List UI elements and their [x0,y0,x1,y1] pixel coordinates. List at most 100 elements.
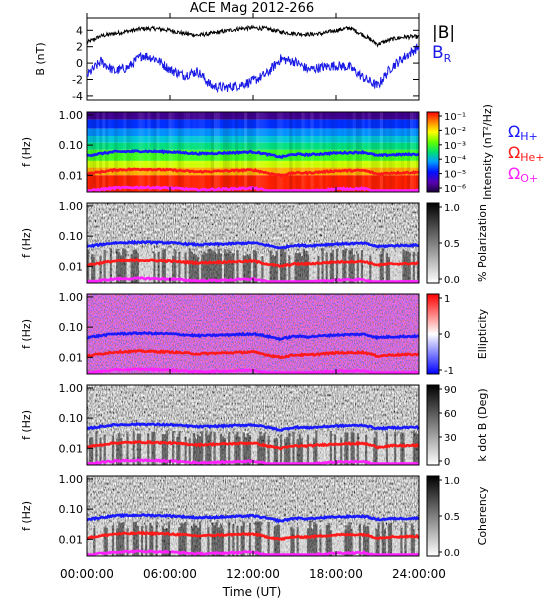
spectral-streak [333,249,337,283]
spectral-streak [277,438,281,465]
spectral-streak [199,254,202,283]
spectral-streak [385,253,389,283]
spectral-streak [157,526,160,556]
spectral-streak [97,433,100,465]
spectral-streak [143,527,146,556]
panel-field-frame [86,17,420,101]
spectral-streak [356,253,360,283]
spectral-streak [151,431,154,465]
spectral-streak [257,438,260,465]
spectral-streak [269,437,272,465]
spectral-streak [373,437,376,465]
spectral-streak [111,525,115,556]
spectral-streak [392,524,395,556]
spectral-streak [311,431,314,465]
spectral-streak [186,249,189,283]
spectral-panels: 1.000.100.01f (Hz)10⁻¹10⁻²10⁻³10⁻⁴10⁻⁵10… [20,104,494,559]
spectral-streak [348,431,351,465]
spectral-streak [232,252,235,283]
spectral-streak [203,523,206,556]
spectral-streak [161,250,164,283]
spectral-streak [414,432,418,465]
intensity-stripe [301,112,305,192]
spectral-streak [136,525,140,556]
spectral-streak [128,251,131,283]
spectral-streak [180,248,183,283]
spectral-streak [99,524,102,556]
spectral-streak [176,522,179,556]
spectral-streak [246,433,250,465]
spectral-streak [134,430,137,465]
spectral-streak [271,524,274,556]
spectral-streak [111,435,115,465]
intensity-stripe [398,112,401,192]
spectral-streak [354,526,357,556]
spectral-streak [288,524,291,556]
spectral-streak [311,253,314,283]
spectral-streak [402,523,405,556]
spectral-streak [172,431,175,465]
freq-ytick-label: 0.10 [59,139,84,152]
spectral-streak [294,253,297,283]
intensity-stripe [298,112,302,192]
spectral-streak [282,529,285,556]
spectral-streak [336,529,339,556]
spectral-streak [174,249,177,283]
spectral-streak [165,528,169,556]
spectral-streak [234,434,237,465]
spectral-streak [396,251,399,283]
colorbar-tick-label: 1 [444,294,450,305]
spectral-streak [126,528,129,556]
spectral-streak [215,430,218,465]
cyclotron-legend: ΩH+ ΩHe+ ΩO+ [508,122,545,185]
freq-ytick-label: 1.00 [59,291,84,304]
colorbar [426,475,440,557]
spectral-streak [87,436,90,465]
spectral-streak [153,522,156,556]
colorbar-tick-label: 0.0 [444,275,460,286]
spectral-streak [155,248,158,283]
spectral-streak [211,522,214,556]
colorbar-tick-label: 0.5 [444,239,460,250]
colorbar-tick-label: 10⁻¹ [444,112,466,123]
spectral-streak [240,251,243,283]
spectral-streak [389,522,393,556]
spectral-streak [319,250,322,283]
colorbar-label: % Polarization [476,204,489,282]
spectral-streak [379,253,382,283]
spectral-streak [304,250,308,283]
spectral-streak [223,437,227,465]
spectral-streak [255,521,258,556]
spectral-streak [396,528,399,556]
spectral-streak [143,248,146,283]
freq-ytick-label: 1.00 [59,109,84,122]
colorbar-label: Intensity (nT²/Hz) [481,104,494,200]
freq-ylabel: f (Hz) [20,410,33,440]
spectral-streak [140,433,144,465]
intensity-stripe [406,112,411,192]
spectral-streak [174,527,177,556]
spectral-streak [333,434,337,465]
spectral-streak [412,529,416,556]
spectral-streak [342,527,345,556]
spectral-streak [118,433,121,465]
spectral-streak [103,434,106,465]
field-ytick-label: 0 [76,57,83,70]
spectral-streak [184,436,187,465]
field-ytick-label: 4 [76,24,83,37]
spectral-streak [309,248,312,283]
spectral-streak [416,252,420,283]
spectral-streak [138,525,142,556]
spectral-streak [298,252,301,283]
spectral-streak [392,250,395,283]
freq-ytick-label: 0.10 [59,412,84,425]
colorbar [426,202,440,284]
intensity-stripe [316,112,319,192]
spectral-streak [381,522,384,556]
spectral-streak [329,529,333,556]
spectral-streak [327,522,330,556]
spectral-streak [230,433,233,465]
intensity-stripe [307,112,310,192]
spectral-streak [294,521,297,556]
intensity-band [87,128,419,137]
